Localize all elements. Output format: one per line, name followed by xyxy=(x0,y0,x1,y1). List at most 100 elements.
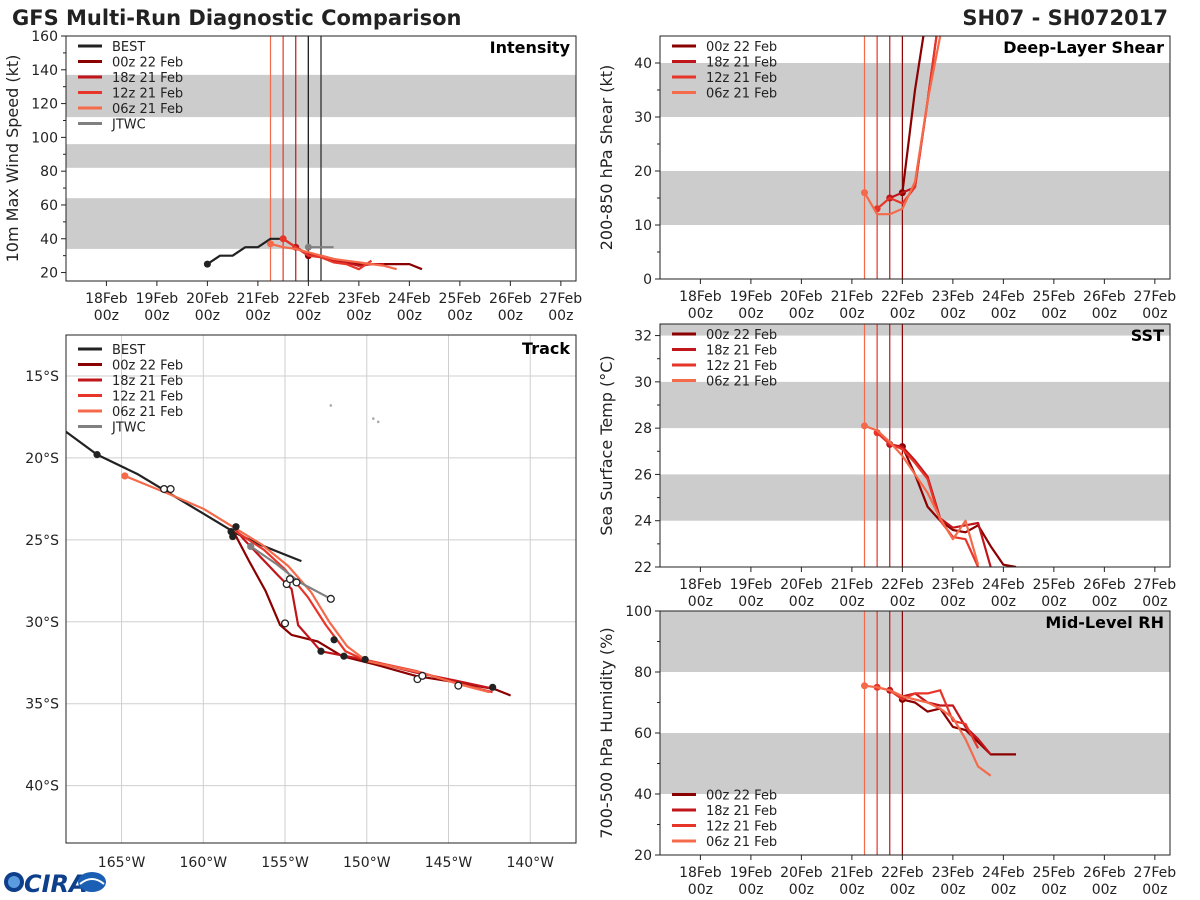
rh-band-1 xyxy=(660,611,1170,672)
rh-xtick-hour-24Feb: 00z xyxy=(991,882,1016,898)
track-island-1 xyxy=(372,417,375,420)
rh-xtick-day-23Feb: 23Feb xyxy=(932,865,975,881)
sst-xtick-hour-21Feb: 00z xyxy=(839,594,864,610)
track-line-jtwc xyxy=(250,545,332,600)
shear-series-group xyxy=(861,36,942,216)
intensity-ytick-label-100: 100 xyxy=(31,130,58,146)
intensity-ytick-label-20: 20 xyxy=(40,266,58,282)
sst-xtick-day-22Feb: 22Feb xyxy=(881,577,924,593)
rh-ytick-label-80: 80 xyxy=(634,665,652,681)
shear-ytick-label-0: 0 xyxy=(643,272,652,288)
sst-ytick-label-28: 28 xyxy=(634,421,652,437)
cira-logo: CIRA xyxy=(4,870,106,898)
rh-xtick-hour-27Feb: 00z xyxy=(1142,882,1167,898)
rh-xtick-hour-20Feb: 00z xyxy=(789,882,814,898)
track-xtick-label-3: 150°W xyxy=(343,855,391,871)
intensity-xtick-day-19Feb: 19Feb xyxy=(136,291,179,307)
shear-start-point-06z-21-feb xyxy=(861,189,869,197)
intensity-xtick-hour-20Feb: 00z xyxy=(195,308,220,324)
sst-ytick-label-22: 22 xyxy=(634,560,652,576)
sst-xtick-hour-24Feb: 00z xyxy=(991,594,1016,610)
sst-xtick-hour-19Feb: 00z xyxy=(738,594,763,610)
sst-xtick-hour-18Feb: 00z xyxy=(688,594,713,610)
sst-start-point-06z-21-feb xyxy=(861,422,869,430)
rh-xtick-hour-19Feb: 00z xyxy=(738,882,763,898)
sst-xtick-day-26Feb: 26Feb xyxy=(1083,577,1126,593)
track-ytick-label-5: 40°S xyxy=(25,779,59,795)
rh-xtick-day-20Feb: 20Feb xyxy=(780,865,823,881)
intensity-frame xyxy=(65,35,577,282)
rh-line-06z-21-feb xyxy=(864,684,992,777)
sst-xtick-day-21Feb: 21Feb xyxy=(831,577,874,593)
rh-ytick-label-100: 100 xyxy=(625,604,652,620)
intensity-start-point-06z-21-feb xyxy=(267,240,275,248)
intensity-line-06z-21-feb xyxy=(270,242,397,271)
track-legend-label-18z-21-feb: 18z 21 Feb xyxy=(112,374,183,389)
rh-xtick-day-22Feb: 22Feb xyxy=(881,865,924,881)
shear-xtick-hour-26Feb: 00z xyxy=(1092,306,1117,322)
sst-ytick-label-32: 32 xyxy=(634,329,652,345)
intensity-legend-label-12z-21-feb: 12z 21 Feb xyxy=(112,87,183,102)
track-position-marker-3 xyxy=(229,532,237,541)
track-frame xyxy=(65,334,577,844)
intensity-ytick-label-80: 80 xyxy=(40,164,58,180)
track-position-marker-0 xyxy=(93,451,101,459)
track-line-best xyxy=(66,430,302,563)
track-legend-label-00z-22-feb: 00z 22 Feb xyxy=(112,359,183,374)
sst-xtick-hour-26Feb: 00z xyxy=(1092,594,1117,610)
shear-xtick-day-27Feb: 27Feb xyxy=(1134,289,1177,305)
rh-xtick-day-26Feb: 26Feb xyxy=(1083,865,1126,881)
track-line-00z-22-feb xyxy=(231,529,512,697)
shear-xtick-hour-25Feb: 00z xyxy=(1041,306,1066,322)
shear-xtick-hour-24Feb: 00z xyxy=(991,306,1016,322)
intensity-xtick-day-26Feb: 26Feb xyxy=(489,291,532,307)
track-position-marker-7 xyxy=(361,655,369,664)
rh-legend-label-00z-22-feb: 00z 22 Feb xyxy=(706,789,777,804)
shear-xtick-day-23Feb: 23Feb xyxy=(932,289,975,305)
track-position-marker-10 xyxy=(247,542,255,550)
storm-id: SH07 - SH072017 xyxy=(962,6,1168,30)
track-series-group xyxy=(66,430,512,697)
intensity-xtick-hour-22Feb: 00z xyxy=(296,308,321,324)
rh-title: Mid-Level RH xyxy=(1045,613,1164,632)
track-ytick-label-2: 25°S xyxy=(25,533,59,549)
intensity-series-group xyxy=(203,235,423,271)
intensity-xtick-day-23Feb: 23Feb xyxy=(338,291,381,307)
rh-series-group xyxy=(861,682,1016,777)
intensity-ylabel: 10m Max Wind Speed (kt) xyxy=(3,55,22,263)
shear-xtick-day-26Feb: 26Feb xyxy=(1083,289,1126,305)
shear-xtick-day-25Feb: 25Feb xyxy=(1033,289,1076,305)
rh-xtick-day-24Feb: 24Feb xyxy=(982,865,1025,881)
track-open-marker-1 xyxy=(166,484,175,494)
rh-xtick-hour-21Feb: 00z xyxy=(839,882,864,898)
track-xtick-label-4: 145°W xyxy=(425,855,473,871)
rh-legend-label-06z-21-feb: 06z 21 Feb xyxy=(706,835,777,850)
intensity-xtick-day-27Feb: 27Feb xyxy=(540,291,583,307)
sst-band-2 xyxy=(660,324,1170,336)
track-open-marker-6 xyxy=(326,594,335,603)
intensity-ytick-label-160: 160 xyxy=(31,29,58,45)
intensity-xtick-hour-18Feb: 00z xyxy=(94,308,119,324)
shear-xtick-hour-23Feb: 00z xyxy=(940,306,965,322)
rh-xtick-day-18Feb: 18Feb xyxy=(679,865,722,881)
rh-ytick-label-60: 60 xyxy=(634,726,652,742)
rh-ytick-label-40: 40 xyxy=(634,787,652,803)
intensity-xtick-day-18Feb: 18Feb xyxy=(85,291,128,307)
rh-start-point-06z-21-feb xyxy=(861,682,869,690)
track-legend-label-06z-21-feb: 06z 21 Feb xyxy=(112,405,183,420)
track-xtick-label-2: 155°W xyxy=(261,855,309,871)
rh-legend-label-12z-21-feb: 12z 21 Feb xyxy=(706,820,777,835)
sst-xtick-day-19Feb: 19Feb xyxy=(730,577,773,593)
track-ytick-label-1: 20°S xyxy=(25,451,59,467)
track-xtick-label-5: 140°W xyxy=(506,855,554,871)
intensity-legend-label-06z-21-feb: 06z 21 Feb xyxy=(112,102,183,117)
sst-xtick-day-18Feb: 18Feb xyxy=(679,577,722,593)
sst-xtick-day-25Feb: 25Feb xyxy=(1033,577,1076,593)
intensity-ytick-label-120: 120 xyxy=(31,97,58,113)
shear-xtick-day-22Feb: 22Feb xyxy=(881,289,924,305)
shear-xtick-day-20Feb: 20Feb xyxy=(780,289,823,305)
intensity-xtick-hour-27Feb: 00z xyxy=(548,308,573,324)
sst-ytick-label-30: 30 xyxy=(634,375,652,391)
shear-line-06z-21-feb xyxy=(863,36,942,216)
